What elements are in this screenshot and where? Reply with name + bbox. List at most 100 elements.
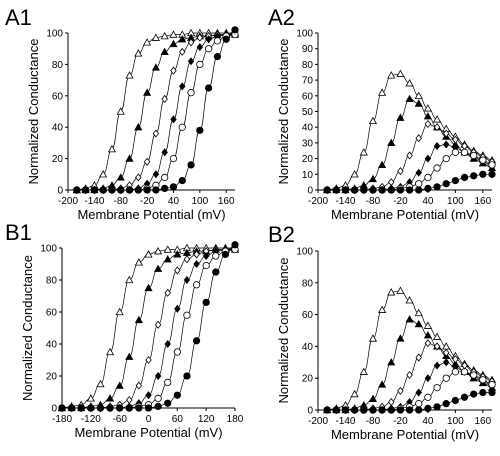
y-tick-label: 20: [46, 372, 58, 383]
x-tick-label: 0: [146, 414, 152, 425]
y-tick-label: 0: [51, 404, 57, 415]
data-point-diamond: [415, 353, 422, 362]
data-point-triangle: [125, 275, 134, 284]
data-point-diamond: [424, 374, 432, 383]
y-tick-label: 20: [302, 154, 314, 165]
y-tick-label: 90: [302, 44, 314, 55]
data-point-circle: [396, 406, 405, 414]
data-point-diamond: [193, 250, 200, 259]
data-point-circle: [117, 186, 125, 194]
x-axis-label: Membrane Potential (mV): [331, 427, 479, 442]
data-point-circle: [341, 186, 350, 194]
data-point-triangle: [405, 79, 414, 87]
data-point-triangle: [105, 347, 115, 356]
data-point-circle: [205, 84, 213, 92]
y-tick-label: 40: [302, 123, 314, 134]
data-point-circle: [360, 406, 368, 414]
data-point-triangle: [414, 308, 423, 317]
data-point-triangle: [396, 113, 405, 121]
data-point-circle: [99, 186, 107, 194]
data-point-circle: [108, 186, 116, 194]
data-point-circle: [424, 404, 432, 413]
data-point-circle: [231, 241, 239, 249]
series-filled-circle: [323, 170, 496, 194]
y-tick-label: 40: [52, 123, 64, 134]
data-point-circle: [351, 186, 359, 194]
data-point-triangle: [105, 394, 115, 402]
data-point-diamond: [174, 266, 181, 275]
data-point-diamond: [164, 339, 171, 349]
data-point-triangle: [387, 138, 396, 147]
data-point-triangle: [125, 352, 134, 360]
y-tick-label: 60: [46, 308, 58, 319]
series-open-circle: [73, 30, 239, 194]
data-point-triangle: [423, 331, 432, 339]
data-point-triangle: [154, 246, 163, 255]
data-point-triangle: [144, 250, 153, 258]
data-point-circle: [134, 186, 142, 194]
data-point-triangle: [387, 71, 396, 79]
data-point-diamond: [202, 251, 210, 261]
data-point-circle: [183, 372, 191, 380]
data-point-circle: [451, 148, 459, 156]
x-tick-label: -140: [335, 416, 355, 427]
y-tick-label: 40: [302, 342, 314, 353]
data-point-circle: [433, 384, 441, 392]
data-point-circle: [378, 186, 386, 194]
fit-curve: [62, 244, 236, 409]
x-tick-label: -20: [140, 196, 155, 207]
x-tick-label: 40: [422, 196, 434, 207]
data-point-circle: [488, 380, 496, 389]
data-point-triangle: [163, 245, 172, 253]
panel-label: B2: [268, 222, 295, 247]
y-axis-label: Normalized Conductance: [20, 255, 35, 401]
data-point-triangle: [134, 258, 143, 266]
data-point-triangle: [414, 91, 423, 99]
data-point-circle: [442, 400, 450, 408]
data-point-circle: [77, 404, 85, 412]
data-point-circle: [396, 186, 405, 194]
data-point-circle: [470, 390, 478, 398]
data-point-circle: [460, 148, 469, 156]
data-point-circle: [154, 402, 162, 411]
data-point-circle: [87, 404, 95, 412]
data-point-circle: [332, 186, 340, 194]
data-point-diamond: [145, 355, 152, 365]
data-point-circle: [323, 186, 331, 194]
fit-curve: [76, 32, 236, 191]
fit-curve: [76, 34, 236, 191]
data-point-triangle: [169, 39, 178, 48]
data-point-triangle: [368, 174, 378, 183]
y-tick-label: 10: [302, 170, 314, 181]
data-point-circle: [231, 26, 239, 34]
series-open-triangle: [323, 286, 497, 414]
data-point-diamond: [183, 275, 191, 285]
data-point-diamond: [406, 151, 413, 160]
data-point-triangle: [350, 170, 359, 178]
fit-curve: [62, 249, 235, 409]
x-tick-label: 60: [172, 414, 184, 425]
panel-a1: A1-200 -140 -80 -20 40 100 160020406080100Memb…: [5, 5, 240, 222]
data-point-triangle: [99, 170, 108, 178]
data-point-circle: [424, 184, 432, 193]
panel-label: A2: [268, 5, 295, 30]
data-point-circle: [479, 170, 487, 178]
series-filled-circle: [58, 241, 239, 412]
x-tick-label: -200: [58, 196, 78, 207]
data-point-circle: [135, 404, 143, 412]
data-point-triangle: [378, 380, 387, 388]
data-point-triangle: [107, 144, 117, 153]
data-point-circle: [341, 406, 350, 414]
data-point-circle: [221, 250, 230, 259]
data-point-circle: [67, 404, 76, 412]
data-point-triangle: [350, 389, 359, 398]
data-point-circle: [205, 45, 213, 53]
data-point-diamond: [135, 173, 142, 182]
data-point-circle: [415, 186, 423, 194]
data-point-diamond: [170, 66, 177, 75]
data-point-circle: [169, 183, 178, 191]
data-point-circle: [323, 406, 331, 414]
data-point-circle: [433, 403, 441, 411]
data-point-circle: [178, 123, 186, 131]
